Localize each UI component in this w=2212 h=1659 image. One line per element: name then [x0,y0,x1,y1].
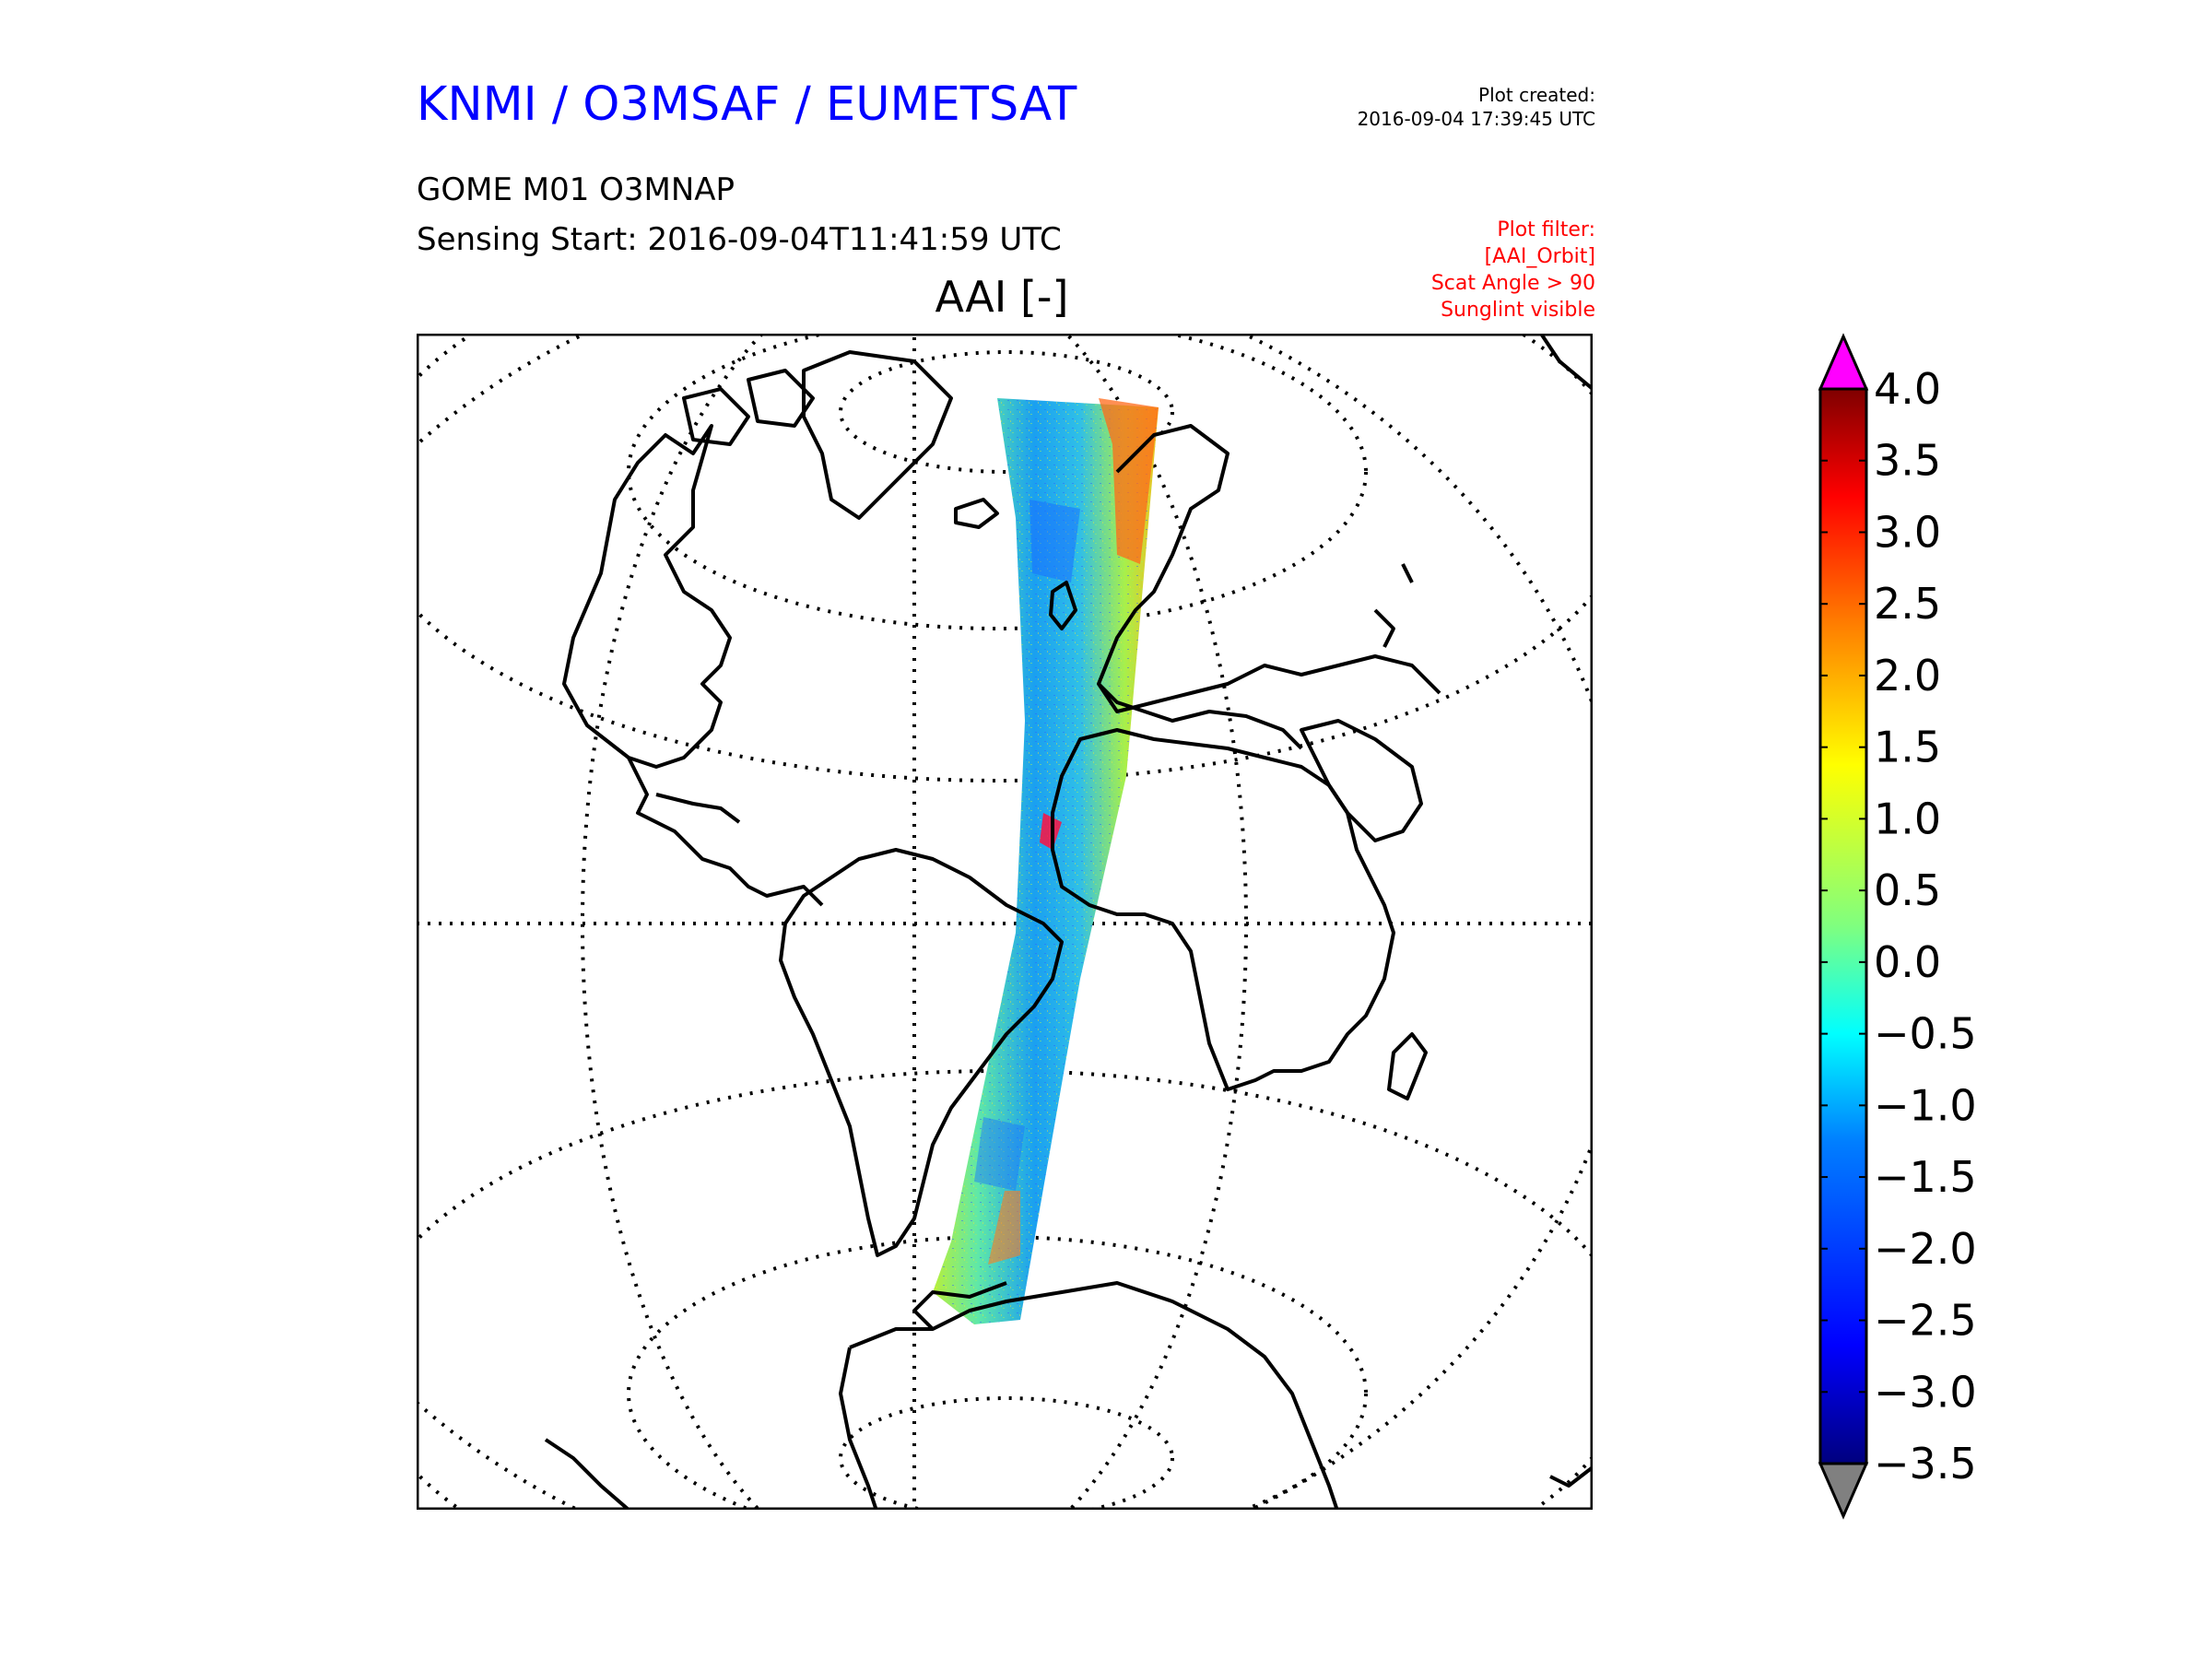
colorbar-tick-label: 3.5 [1874,436,1941,486]
plot-created: Plot created: 2016-09-04 17:39:45 UTC [1358,83,1595,131]
product-name: GOME M01 O3MNAP [417,171,735,208]
colorbar-tick-label: 1.0 [1874,794,1941,843]
colorbar-over-arrow [1818,333,1869,391]
colorbar-under-arrow [1818,1462,1869,1520]
colorbar-tick-label: 2.0 [1874,651,1941,700]
coastlines [544,334,1593,1510]
colorbar-tick-label: −3.0 [1874,1367,1977,1417]
colorbar-tick-label: 4.0 [1874,364,1941,414]
colorbar-tick-label: 1.5 [1874,723,1941,772]
map-panel [417,334,1593,1510]
sensing-start: Sensing Start: 2016-09-04T11:41:59 UTC [417,221,1062,258]
graticule [417,334,1593,1510]
colorbar-tick-label: −1.0 [1874,1080,1977,1130]
map-title: AAI [-] [935,272,1069,322]
colorbar-tick-label: −2.5 [1874,1296,1977,1346]
colorbar-tick-label: −0.5 [1874,1009,1977,1059]
org-title: KNMI / O3MSAF / EUMETSAT [417,77,1077,132]
filter-line: Scat Angle > 90 [1430,272,1595,295]
colorbar-gradient [1818,387,1868,1465]
aai-swath [933,398,1159,1324]
colorbar-tick-label: −3.5 [1874,1439,1977,1488]
colorbar-tick-label: 0.0 [1874,937,1941,987]
colorbar-tick-label: −1.5 [1874,1152,1977,1202]
filter-line: Plot filter: [1497,218,1595,241]
plot-created-label: Plot created: [1478,84,1595,106]
colorbar-tick-label: −2.0 [1874,1224,1977,1274]
plot-filter: Plot filter: [AAI_Orbit] Scat Angle > 90… [1431,217,1595,324]
colorbar-tick-label: 2.5 [1874,579,1941,629]
filter-line: Sunglint visible [1441,299,1595,322]
colorbar: 4.0 3.5 3.0 2.5 2.0 1.5 1.0 0.5 0.0 −0.5 −1.0 −1.5 −… [1818,333,1977,1520]
map-frame [417,334,1593,1510]
colorbar-tick-label: 3.0 [1874,507,1941,557]
colorbar-tick-label: 0.5 [1874,865,1941,915]
plot-created-value: 2016-09-04 17:39:45 UTC [1357,108,1595,130]
filter-line: [AAI_Orbit] [1484,245,1595,268]
